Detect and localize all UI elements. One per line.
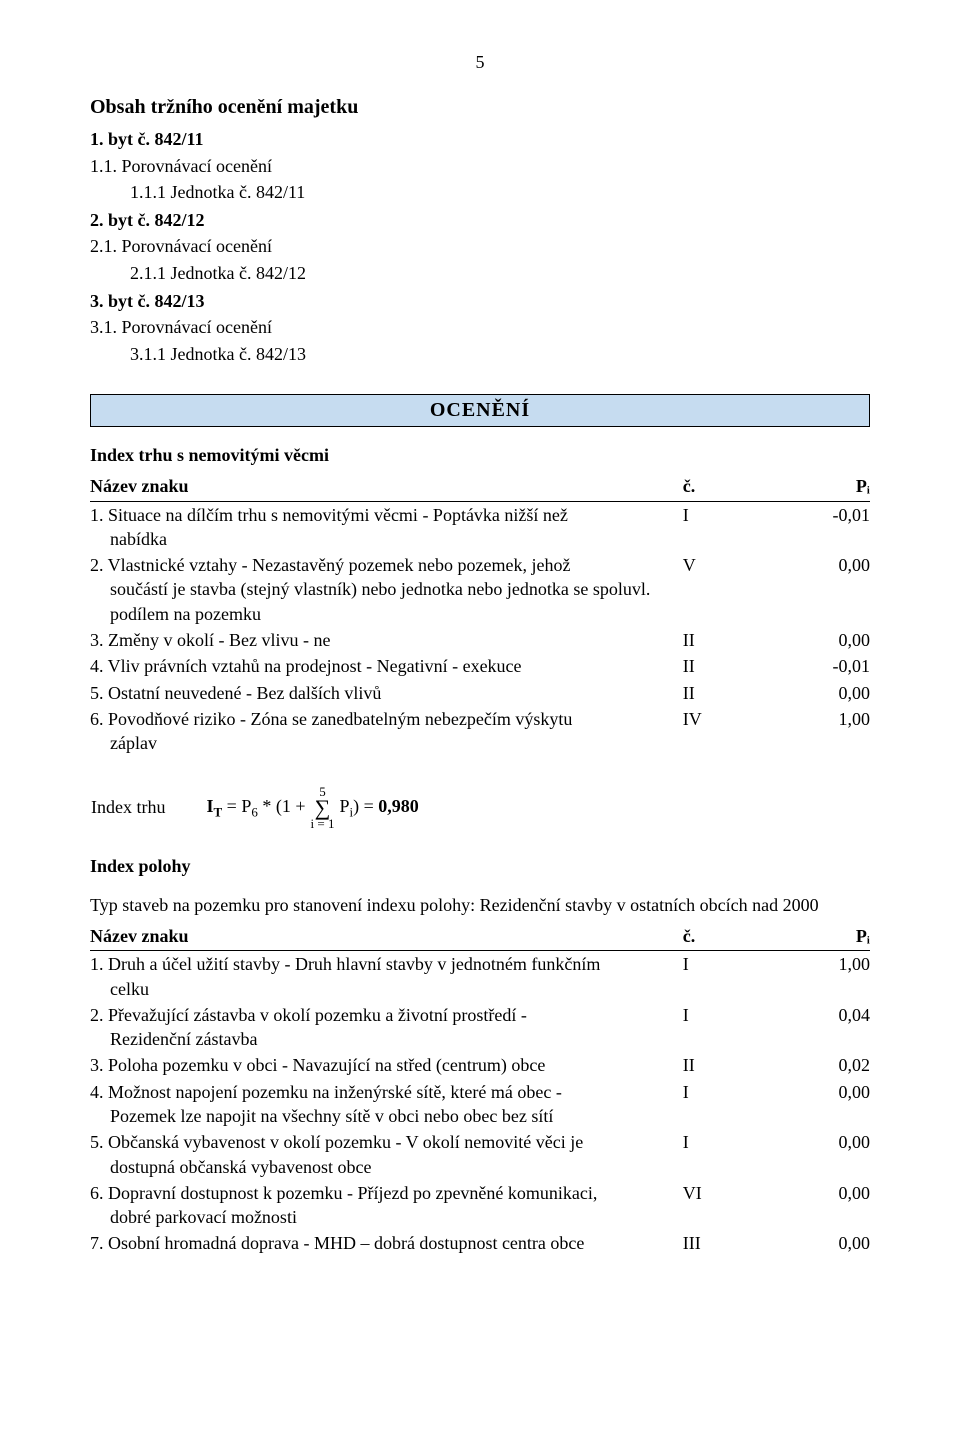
row-c: II [683, 627, 761, 653]
table-row: 2. Vlastnické vztahy - Nezastavěný pozem… [90, 552, 870, 627]
toc: 1. byt č. 842/11 1.1. Porovnávací oceněn… [90, 127, 870, 366]
row-text: 4. Možnost napojení pozemku na inženýrsk… [90, 1082, 562, 1102]
row-cont: Rezidenční zástavba [90, 1027, 683, 1051]
row-cont: nabídka [90, 527, 683, 551]
index-polohy-heading: Index polohy [90, 854, 870, 878]
row-c: I [683, 951, 761, 1002]
table-row: 7. Osobní hromadná doprava - MHD – dobrá… [90, 1230, 870, 1256]
row-p: 1,00 [761, 951, 870, 1002]
row-p: 0,00 [761, 1129, 870, 1180]
header-name: Název znaku [90, 473, 683, 501]
sigma-icon: 5 ∑ i = 1 [307, 785, 339, 831]
row-p: 0,00 [761, 1230, 870, 1256]
row-p: 0,00 [761, 1180, 870, 1231]
toc-item: 2. byt č. 842/12 [90, 208, 870, 232]
table-row: 1. Situace na dílčím trhu s nemovitými v… [90, 501, 870, 552]
row-text: 5. Občanská vybavenost v okolí pozemku -… [90, 1132, 583, 1152]
row-cont: Pozemek lze napojit na všechny sítě v ob… [90, 1104, 683, 1128]
toc-sub: 2.1. Porovnávací ocenění [90, 234, 870, 258]
row-p: 0,00 [761, 552, 870, 627]
row-p: 0,00 [761, 680, 870, 706]
row-c: I [683, 1079, 761, 1130]
row-c: II [683, 1052, 761, 1078]
row-p: 1,00 [761, 706, 870, 757]
row-text: 2. Vlastnické vztahy - Nezastavěný pozem… [90, 555, 570, 575]
row-cont: záplav [90, 731, 683, 755]
index-trhu-heading: Index trhu s nemovitými věcmi [90, 443, 870, 467]
row-text: 5. Ostatní neuvedené - Bez dalších vlivů [90, 683, 381, 703]
row-text: 1. Situace na dílčím trhu s nemovitými v… [90, 505, 568, 525]
row-text: 6. Dopravní dostupnost k pozemku - Příje… [90, 1183, 597, 1203]
row-p: 0,00 [761, 1079, 870, 1130]
table-row: 4. Vliv právních vztahů na prodejnost - … [90, 653, 870, 679]
index-trhu-table: Název znaku č. Pᵢ 1. Situace na dílčím t… [90, 473, 870, 756]
toc-item: 3. byt č. 842/13 [90, 289, 870, 313]
formula-expr: IT = P6 * (1 + [205, 785, 306, 831]
table-row: 5. Ostatní neuvedené - Bez dalších vlivů… [90, 680, 870, 706]
row-text: 3. Změny v okolí - Bez vlivu - ne [90, 630, 330, 650]
ocen-title-box: OCENĚNÍ [90, 394, 870, 427]
row-c: V [683, 552, 761, 627]
row-p: -0,01 [761, 501, 870, 552]
row-c: I [683, 1002, 761, 1053]
row-text: 1. Druh a účel užití stavby - Druh hlavn… [90, 954, 600, 974]
table-header-row: Název znaku č. Pᵢ [90, 473, 870, 501]
row-cont: součástí je stavba (stejný vlastník) neb… [90, 577, 683, 626]
row-text: 2. Převažující zástavba v okolí pozemku … [90, 1005, 527, 1025]
formula-label: Index trhu [90, 785, 205, 831]
row-text: 4. Vliv právních vztahů na prodejnost - … [90, 656, 522, 676]
formula-rest: Pi) = 0,980 [338, 785, 419, 831]
row-c: IV [683, 706, 761, 757]
header-p: Pᵢ [761, 923, 870, 951]
formula-block: Index trhu IT = P6 * (1 + 5 ∑ i = 1 Pi) … [90, 785, 870, 831]
toc-unit: 2.1.1 Jednotka č. 842/12 [130, 261, 870, 285]
table-header-row: Název znaku č. Pᵢ [90, 923, 870, 951]
main-title: Obsah tržního ocenění majetku [90, 94, 870, 121]
row-c: II [683, 653, 761, 679]
row-cont: dobré parkovací možnosti [90, 1205, 683, 1229]
document-page: 5 Obsah tržního ocenění majetku 1. byt č… [0, 0, 960, 1317]
row-c: I [683, 1129, 761, 1180]
row-p: 0,04 [761, 1002, 870, 1053]
toc-unit: 1.1.1 Jednotka č. 842/11 [130, 180, 870, 204]
row-p: 0,02 [761, 1052, 870, 1078]
row-text: 6. Povodňové riziko - Zóna se zanedbatel… [90, 709, 572, 729]
table-row: 5. Občanská vybavenost v okolí pozemku -… [90, 1129, 870, 1180]
row-cont: dostupná občanská vybavenost obce [90, 1155, 683, 1179]
table-row: 3. Poloha pozemku v obci - Navazující na… [90, 1052, 870, 1078]
toc-unit: 3.1.1 Jednotka č. 842/13 [130, 342, 870, 366]
polohy-intro: Typ staveb na pozemku pro stanovení inde… [90, 893, 870, 917]
row-c: III [683, 1230, 761, 1256]
row-text: 3. Poloha pozemku v obci - Navazující na… [90, 1055, 545, 1075]
header-c: č. [683, 923, 761, 951]
row-p: 0,00 [761, 627, 870, 653]
toc-sub: 3.1. Porovnávací ocenění [90, 315, 870, 339]
row-cont: celku [90, 977, 683, 1001]
header-c: č. [683, 473, 761, 501]
row-c: VI [683, 1180, 761, 1231]
index-polohy-table: Název znaku č. Pᵢ 1. Druh a účel užití s… [90, 923, 870, 1257]
table-row: 6. Povodňové riziko - Zóna se zanedbatel… [90, 706, 870, 757]
table-row: 3. Změny v okolí - Bez vlivu - ne II 0,0… [90, 627, 870, 653]
row-p: -0,01 [761, 653, 870, 679]
table-row: 6. Dopravní dostupnost k pozemku - Příje… [90, 1180, 870, 1231]
toc-item: 1. byt č. 842/11 [90, 127, 870, 151]
header-p: Pᵢ [761, 473, 870, 501]
table-row: 4. Možnost napojení pozemku na inženýrsk… [90, 1079, 870, 1130]
row-text: 7. Osobní hromadná doprava - MHD – dobrá… [90, 1233, 584, 1253]
row-c: II [683, 680, 761, 706]
header-name: Název znaku [90, 923, 683, 951]
toc-sub: 1.1. Porovnávací ocenění [90, 154, 870, 178]
row-c: I [683, 501, 761, 552]
table-row: 2. Převažující zástavba v okolí pozemku … [90, 1002, 870, 1053]
page-number: 5 [90, 50, 870, 74]
table-row: 1. Druh a účel užití stavby - Druh hlavn… [90, 951, 870, 1002]
